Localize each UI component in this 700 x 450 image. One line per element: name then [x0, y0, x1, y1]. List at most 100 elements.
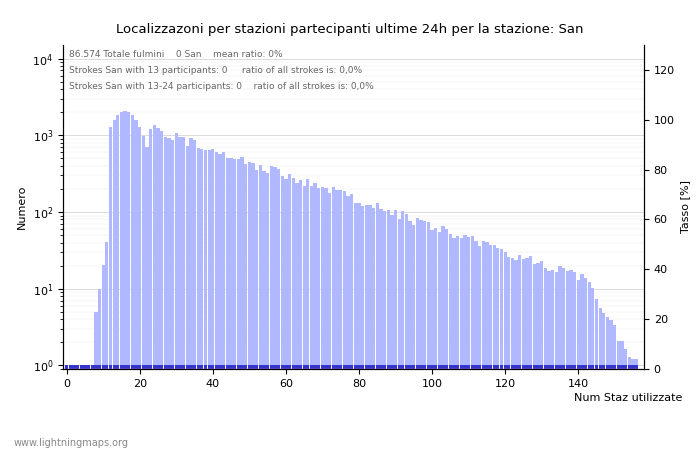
Bar — [94, 312, 97, 450]
Bar — [164, 137, 167, 450]
Text: www.lightningmaps.org: www.lightningmaps.org — [14, 437, 129, 447]
Bar — [83, 365, 87, 450]
Bar — [65, 365, 69, 450]
Bar — [83, 365, 87, 450]
Bar — [72, 365, 76, 450]
Bar — [438, 232, 441, 450]
Bar — [134, 120, 138, 450]
Bar — [80, 365, 83, 450]
Bar — [470, 236, 474, 450]
Bar — [255, 170, 258, 450]
Bar — [379, 365, 383, 450]
Bar — [149, 129, 153, 450]
Bar — [230, 158, 232, 450]
Bar — [562, 365, 566, 450]
Bar — [598, 308, 602, 450]
Bar — [141, 365, 145, 450]
Bar — [80, 365, 83, 450]
Bar — [379, 209, 383, 450]
Bar — [328, 365, 331, 450]
Bar — [559, 266, 561, 450]
Bar — [98, 365, 102, 450]
Bar — [218, 154, 222, 450]
Bar — [577, 279, 580, 450]
Bar — [189, 138, 192, 450]
Bar — [449, 365, 452, 450]
Bar — [343, 191, 346, 450]
Bar — [281, 365, 284, 450]
Bar — [518, 365, 522, 450]
Bar — [72, 365, 76, 450]
Bar — [346, 365, 350, 450]
Bar — [120, 365, 123, 450]
Bar — [200, 365, 204, 450]
Bar — [153, 125, 156, 450]
Bar — [350, 365, 354, 450]
Bar — [445, 365, 448, 450]
Bar — [580, 274, 584, 450]
Bar — [332, 365, 335, 450]
Bar — [226, 365, 229, 450]
Bar — [456, 236, 459, 450]
Bar — [259, 165, 262, 450]
Bar — [610, 365, 612, 450]
Partecipazione della stazione San % — [633, 366, 641, 372]
Bar — [463, 365, 467, 450]
Bar — [475, 365, 477, 450]
Bar — [536, 365, 540, 450]
Bar — [204, 150, 207, 450]
Bar — [193, 365, 196, 450]
Bar — [602, 313, 606, 450]
Bar — [178, 365, 181, 450]
Bar — [325, 189, 328, 450]
Bar — [580, 365, 584, 450]
Bar — [489, 365, 492, 450]
Bar — [299, 180, 302, 450]
Bar — [386, 210, 390, 450]
Bar — [310, 365, 313, 450]
Bar — [171, 365, 174, 450]
Bar — [416, 217, 419, 450]
Bar — [204, 365, 207, 450]
Bar — [372, 365, 375, 450]
Bar — [430, 230, 434, 450]
Bar — [226, 158, 229, 450]
Bar — [613, 325, 617, 450]
Bar — [357, 365, 360, 450]
Bar — [478, 246, 481, 450]
Bar — [306, 179, 309, 450]
Bar — [116, 365, 120, 450]
Bar — [178, 137, 181, 450]
Bar — [90, 365, 94, 450]
Bar — [376, 203, 379, 450]
Bar — [430, 365, 434, 450]
Bar — [127, 112, 130, 450]
Bar — [544, 268, 547, 450]
Text: Localizzazoni per stazioni partecipanti ultime 24h per la stazione: San: Localizzazoni per stazioni partecipanti … — [116, 22, 584, 36]
Bar — [240, 365, 244, 450]
Bar — [141, 136, 145, 450]
Bar — [160, 365, 163, 450]
Bar — [102, 265, 105, 450]
Bar — [470, 365, 474, 450]
Bar — [368, 365, 372, 450]
Bar — [292, 178, 295, 450]
Bar — [277, 170, 280, 450]
Bar — [547, 270, 551, 450]
Bar — [357, 203, 360, 450]
Bar — [365, 205, 368, 450]
Bar — [325, 365, 328, 450]
Bar — [445, 230, 448, 450]
Bar — [592, 365, 594, 450]
Bar — [595, 365, 598, 450]
Bar — [76, 365, 79, 450]
Bar — [526, 258, 528, 450]
Bar — [566, 365, 569, 450]
Bar — [339, 365, 342, 450]
Bar — [182, 137, 186, 450]
Bar — [211, 149, 214, 450]
Bar — [631, 360, 635, 450]
Bar — [511, 258, 514, 450]
Bar — [354, 203, 357, 450]
Bar — [489, 245, 492, 450]
